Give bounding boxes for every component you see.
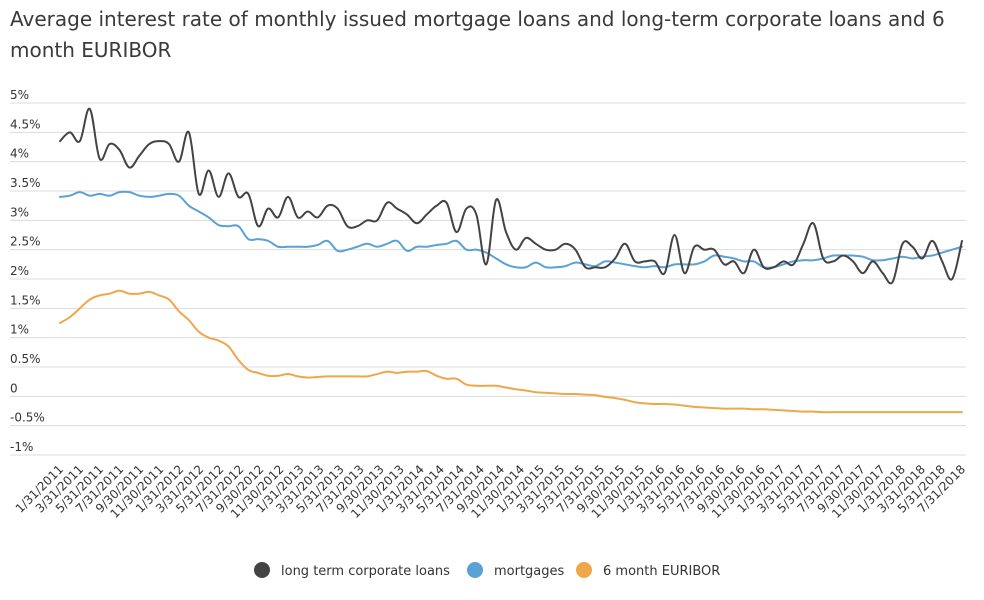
series-lines [59, 107, 963, 414]
legend-marker [254, 562, 270, 578]
y-tick-label: -1% [10, 440, 33, 454]
series-line-long-term-corporate-loans [59, 107, 963, 285]
y-tick-label: 0 [10, 381, 18, 395]
y-tick-label: 3.5% [10, 176, 41, 190]
x-axis-tick-labels: 1/31/20113/31/20115/31/20117/31/20119/30… [13, 462, 968, 521]
y-tick-label: 4% [10, 147, 29, 161]
gridlines [10, 102, 966, 456]
y-tick-label: -0.5% [10, 411, 45, 425]
y-tick-label: 1.5% [10, 293, 41, 307]
y-axis-tick-labels: 5% 4.5% 4% 3.5% 3% 2.5% 2% 1.5% 1% 0.5% 0 -0.5% -1% [10, 88, 45, 454]
y-tick-label: 2% [10, 264, 29, 278]
y-tick-label: 4.5% [10, 117, 41, 131]
y-tick-label: 2.5% [10, 235, 41, 249]
y-tick-label: 0.5% [10, 352, 41, 366]
legend-marker [467, 562, 483, 578]
legend: long term corporate loans mortgages 6 mont… [254, 562, 720, 579]
y-tick-label: 3% [10, 205, 29, 219]
legend-marker [576, 562, 592, 578]
y-tick-label: 5% [10, 88, 29, 102]
legend-label: mortgages [494, 564, 565, 579]
legend-label: 6 month EURIBOR [603, 564, 720, 579]
y-tick-label: 1% [10, 323, 29, 337]
chart-title: Average interest rate of monthly issued … [10, 7, 945, 62]
legend-label: long term corporate loans [281, 564, 450, 579]
series-line-mortgages [59, 190, 963, 269]
series-line-6-month-euribor [59, 289, 963, 414]
